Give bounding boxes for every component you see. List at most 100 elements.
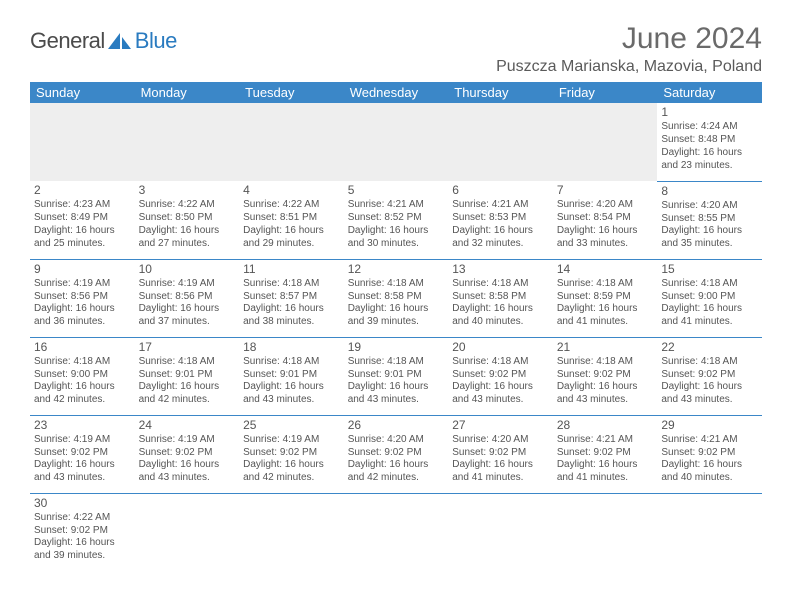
daylight-line: Daylight: 16 hours and 41 minutes. [452, 459, 549, 485]
day-number: 12 [348, 262, 445, 277]
sunset-line: Sunset: 9:00 PM [661, 291, 758, 304]
day-cell-5: 5Sunrise: 4:21 AMSunset: 8:52 PMDaylight… [344, 181, 449, 259]
sunset-line: Sunset: 9:02 PM [34, 447, 131, 460]
sunrise-line: Sunrise: 4:19 AM [139, 278, 236, 291]
day-cell-21: 21Sunrise: 4:18 AMSunset: 9:02 PMDayligh… [553, 337, 658, 415]
day-number: 4 [243, 183, 340, 198]
sunset-line: Sunset: 8:53 PM [452, 212, 549, 225]
sunrise-line: Sunrise: 4:18 AM [243, 278, 340, 291]
sunrise-line: Sunrise: 4:18 AM [243, 356, 340, 369]
sunrise-line: Sunrise: 4:21 AM [661, 434, 758, 447]
location-subtitle: Puszcza Marianska, Mazovia, Poland [496, 58, 762, 76]
daylight-line: Daylight: 16 hours and 43 minutes. [243, 381, 340, 407]
day-number: 17 [139, 340, 236, 355]
header: General Blue June 2024 Puszcza Marianska… [30, 22, 762, 76]
empty-cell [553, 103, 658, 181]
sunset-line: Sunset: 8:57 PM [243, 291, 340, 304]
sunset-line: Sunset: 9:02 PM [661, 447, 758, 460]
empty-cell [344, 493, 449, 571]
day-number: 22 [661, 340, 758, 355]
day-number: 9 [34, 262, 131, 277]
daylight-line: Daylight: 16 hours and 41 minutes. [557, 303, 654, 329]
day-cell-17: 17Sunrise: 4:18 AMSunset: 9:01 PMDayligh… [135, 337, 240, 415]
sunset-line: Sunset: 9:02 PM [452, 447, 549, 460]
day-number: 30 [34, 496, 131, 511]
sunset-line: Sunset: 8:49 PM [34, 212, 131, 225]
logo: General Blue [30, 28, 177, 54]
logo-text-blue: Blue [135, 28, 177, 54]
sunrise-line: Sunrise: 4:21 AM [452, 199, 549, 212]
sunset-line: Sunset: 9:02 PM [243, 447, 340, 460]
day-cell-27: 27Sunrise: 4:20 AMSunset: 9:02 PMDayligh… [448, 415, 553, 493]
sunrise-line: Sunrise: 4:18 AM [557, 356, 654, 369]
sunrise-line: Sunrise: 4:20 AM [661, 200, 758, 213]
sunrise-line: Sunrise: 4:18 AM [139, 356, 236, 369]
sunrise-line: Sunrise: 4:20 AM [348, 434, 445, 447]
day-header-friday: Friday [553, 82, 658, 103]
day-cell-14: 14Sunrise: 4:18 AMSunset: 8:59 PMDayligh… [553, 259, 658, 337]
day-cell-10: 10Sunrise: 4:19 AMSunset: 8:56 PMDayligh… [135, 259, 240, 337]
empty-cell [657, 493, 762, 571]
day-number: 24 [139, 418, 236, 433]
day-number: 13 [452, 262, 549, 277]
day-header-monday: Monday [135, 82, 240, 103]
sunrise-line: Sunrise: 4:18 AM [661, 278, 758, 291]
day-number: 6 [452, 183, 549, 198]
calendar-row: 30Sunrise: 4:22 AMSunset: 9:02 PMDayligh… [30, 493, 762, 571]
daylight-line: Daylight: 16 hours and 42 minutes. [34, 381, 131, 407]
title-block: June 2024 Puszcza Marianska, Mazovia, Po… [496, 22, 762, 76]
day-header-wednesday: Wednesday [344, 82, 449, 103]
day-number: 1 [661, 105, 758, 120]
daylight-line: Daylight: 16 hours and 39 minutes. [34, 537, 131, 563]
sunset-line: Sunset: 8:54 PM [557, 212, 654, 225]
day-header-tuesday: Tuesday [239, 82, 344, 103]
day-cell-26: 26Sunrise: 4:20 AMSunset: 9:02 PMDayligh… [344, 415, 449, 493]
sunset-line: Sunset: 8:51 PM [243, 212, 340, 225]
sunset-line: Sunset: 9:01 PM [348, 369, 445, 382]
daylight-line: Daylight: 16 hours and 43 minutes. [139, 459, 236, 485]
calendar-body: 1Sunrise: 4:24 AMSunset: 8:48 PMDaylight… [30, 103, 762, 571]
sunset-line: Sunset: 8:48 PM [661, 134, 758, 147]
day-number: 8 [661, 184, 758, 199]
day-number: 28 [557, 418, 654, 433]
empty-cell [553, 493, 658, 571]
sunrise-line: Sunrise: 4:19 AM [139, 434, 236, 447]
day-number: 5 [348, 183, 445, 198]
day-cell-3: 3Sunrise: 4:22 AMSunset: 8:50 PMDaylight… [135, 181, 240, 259]
logo-text-general: General [30, 28, 105, 54]
sunrise-line: Sunrise: 4:22 AM [243, 199, 340, 212]
calendar-row: 23Sunrise: 4:19 AMSunset: 9:02 PMDayligh… [30, 415, 762, 493]
day-cell-28: 28Sunrise: 4:21 AMSunset: 9:02 PMDayligh… [553, 415, 658, 493]
sunrise-line: Sunrise: 4:19 AM [34, 434, 131, 447]
day-cell-6: 6Sunrise: 4:21 AMSunset: 8:53 PMDaylight… [448, 181, 553, 259]
sunset-line: Sunset: 9:02 PM [661, 369, 758, 382]
sunset-line: Sunset: 8:56 PM [139, 291, 236, 304]
daylight-line: Daylight: 16 hours and 30 minutes. [348, 225, 445, 251]
sunset-line: Sunset: 8:59 PM [557, 291, 654, 304]
sunset-line: Sunset: 9:02 PM [348, 447, 445, 460]
page-title: June 2024 [496, 22, 762, 56]
day-number: 3 [139, 183, 236, 198]
empty-cell [135, 103, 240, 181]
sunrise-line: Sunrise: 4:22 AM [34, 512, 131, 525]
sunset-line: Sunset: 8:58 PM [452, 291, 549, 304]
daylight-line: Daylight: 16 hours and 23 minutes. [661, 147, 758, 173]
day-number: 26 [348, 418, 445, 433]
sunset-line: Sunset: 8:52 PM [348, 212, 445, 225]
day-cell-25: 25Sunrise: 4:19 AMSunset: 9:02 PMDayligh… [239, 415, 344, 493]
daylight-line: Daylight: 16 hours and 39 minutes. [348, 303, 445, 329]
sunset-line: Sunset: 9:02 PM [557, 369, 654, 382]
sunrise-line: Sunrise: 4:18 AM [34, 356, 131, 369]
daylight-line: Daylight: 16 hours and 32 minutes. [452, 225, 549, 251]
daylight-line: Daylight: 16 hours and 42 minutes. [348, 459, 445, 485]
sunrise-line: Sunrise: 4:18 AM [557, 278, 654, 291]
day-number: 29 [661, 418, 758, 433]
day-number: 11 [243, 262, 340, 277]
day-cell-4: 4Sunrise: 4:22 AMSunset: 8:51 PMDaylight… [239, 181, 344, 259]
sunset-line: Sunset: 8:56 PM [34, 291, 131, 304]
sunset-line: Sunset: 9:00 PM [34, 369, 131, 382]
day-cell-30: 30Sunrise: 4:22 AMSunset: 9:02 PMDayligh… [30, 493, 135, 571]
sunrise-line: Sunrise: 4:23 AM [34, 199, 131, 212]
sunrise-line: Sunrise: 4:21 AM [348, 199, 445, 212]
day-cell-13: 13Sunrise: 4:18 AMSunset: 8:58 PMDayligh… [448, 259, 553, 337]
